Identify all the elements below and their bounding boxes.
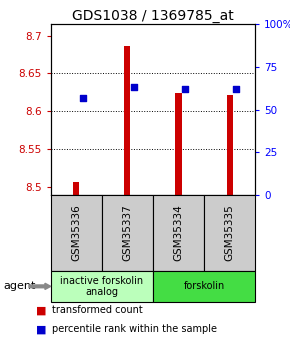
Text: inactive forskolin
analog: inactive forskolin analog (60, 276, 144, 297)
Point (132, 85, 136, 90)
Title: GDS1038 / 1369785_at: GDS1038 / 1369785_at (72, 9, 234, 23)
Text: GSM35336: GSM35336 (71, 205, 81, 261)
Point (183, 86, 188, 92)
Point (234, 86, 239, 92)
Text: ■: ■ (36, 324, 47, 334)
Text: agent: agent (3, 282, 35, 291)
Bar (226, 96, 233, 195)
Text: GSM35334: GSM35334 (173, 205, 184, 261)
Text: transformed count: transformed count (52, 305, 143, 315)
Text: GSM35337: GSM35337 (122, 205, 133, 261)
Text: ■: ■ (36, 305, 47, 315)
Text: GSM35335: GSM35335 (225, 205, 235, 261)
Text: percentile rank within the sample: percentile rank within the sample (52, 324, 217, 334)
Bar (175, 93, 182, 195)
Bar (73, 182, 79, 195)
Bar (124, 46, 130, 195)
Text: forskolin: forskolin (184, 282, 225, 291)
Point (81, 95, 85, 100)
